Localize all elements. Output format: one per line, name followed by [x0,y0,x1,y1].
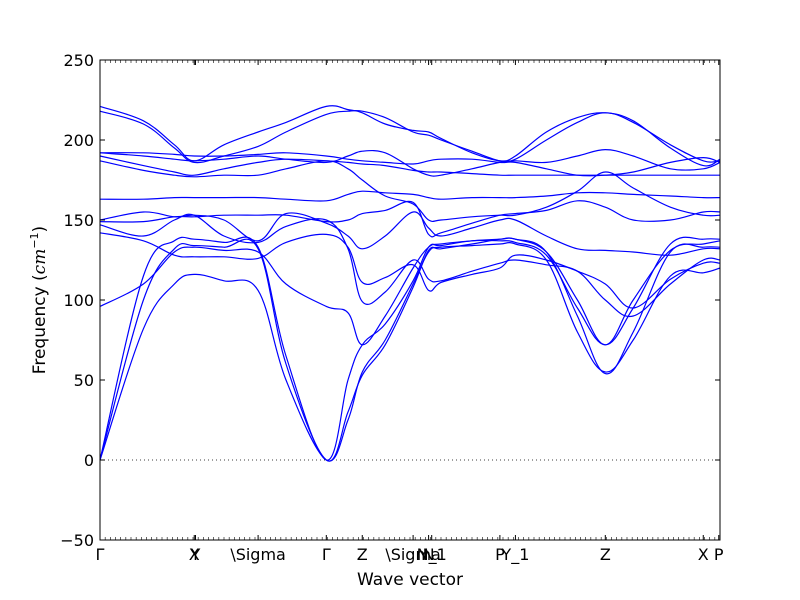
x-tick-label: Y_1 [500,545,529,565]
phonon-branch-5 [99,232,721,309]
phonon-branch-9 [99,190,721,202]
phonon-branch-13 [99,148,721,177]
x-tick-label: N [423,545,435,564]
x-tick-label: N_1 [417,545,447,565]
plot-area [100,60,720,540]
x-tick-label: Γ [96,545,105,564]
x-axis-label: Wave vector [357,570,463,590]
x-tick-label: Γ [322,545,331,564]
x-tick-label: P [714,545,724,564]
y-tick-label: 250 [63,51,94,70]
y-axis-label-unit: cm [30,249,50,275]
y-axis-ticks: −50 0 50 100 150 200 250 [60,51,720,550]
x-tick-label: Z [357,545,368,564]
phonon-branch-4 [99,237,721,346]
y-tick-label: 150 [63,211,94,230]
x-tick-label: P [495,545,505,564]
phonon-branch-1 [99,242,721,462]
x-tick-label: \Sigma [230,545,286,564]
phonon-branch-6 [99,213,721,318]
phonon-branch-10 [99,160,721,223]
series-layer [99,105,721,462]
y-axis-label: Frequency (cm−1) [28,226,50,374]
y-tick-label: 100 [63,291,94,310]
x-axis-minor-ticks [99,60,721,540]
x-tick-label: Z [600,545,611,564]
x-tick-label: X [698,545,709,564]
y-tick-label: −50 [60,531,94,550]
y-tick-label: 0 [84,451,94,470]
x-tick-label: Y [190,545,201,564]
y-axis-label-unit-exponent: −1 [28,232,41,248]
x-tick-label: X [189,545,200,564]
x-tick-label: \Sigma [385,545,441,564]
phonon-branch-2 [99,237,721,462]
y-tick-label: 200 [63,131,94,150]
phonon-branch-8 [99,200,721,238]
y-tick-label: 50 [74,371,94,390]
phonon-branch-15 [99,105,721,167]
y-axis-label-prefix: Frequency ( [30,274,50,374]
y-axis-label-suffix: ) [30,226,50,233]
phonon-branch-12 [99,152,721,177]
